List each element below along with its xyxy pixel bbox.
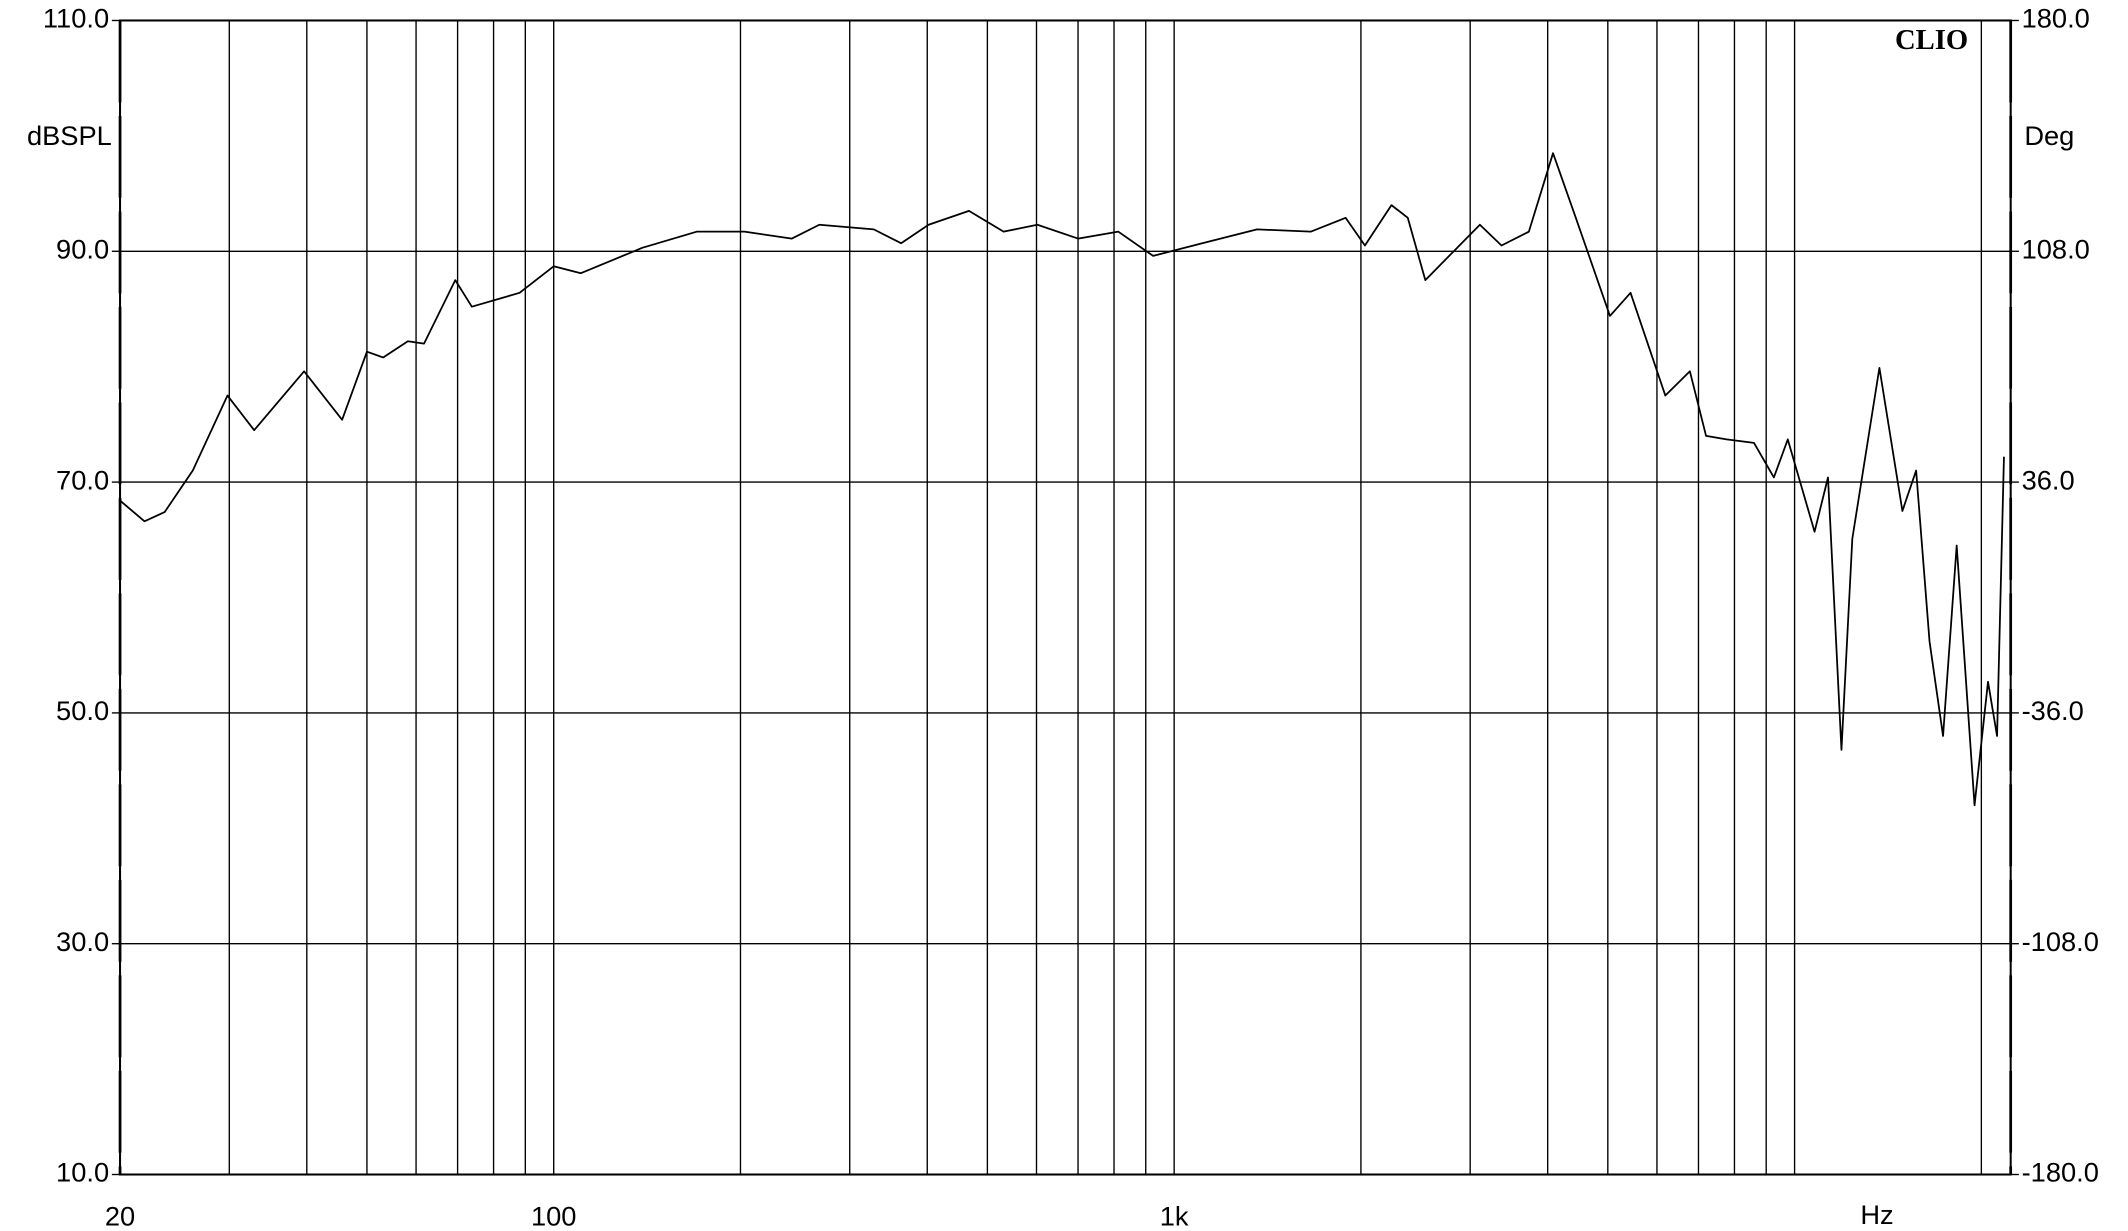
annotation: CLIO — [1895, 24, 1968, 56]
x-axis-label: Hz — [1860, 1199, 1893, 1230]
x-tick-label: 1k — [1160, 1200, 1189, 1231]
y-tick-label: 110.0 — [43, 3, 109, 34]
y-tick-label: 50.0 — [56, 695, 109, 726]
y2-tick-label: 36.0 — [2022, 464, 2075, 495]
y-tick-label: 30.0 — [56, 926, 109, 957]
response-line — [119, 152, 2005, 807]
x-tick-label: 20 — [105, 1200, 135, 1231]
y-axis-label: dBSPL — [27, 120, 112, 151]
x-tick-label: 100 — [531, 1200, 577, 1231]
y2-tick-label: -180.0 — [2022, 1157, 2099, 1188]
y2-tick-label: -108.0 — [2022, 926, 2099, 957]
y-tick-label: 10.0 — [56, 1157, 109, 1188]
y2-tick-label: -36.0 — [2022, 695, 2084, 726]
y2-tick-label: 108.0 — [2022, 233, 2090, 264]
y2-tick-label: 180.0 — [2022, 3, 2090, 34]
y-tick-label: 70.0 — [56, 464, 109, 495]
y2-axis-label: Deg — [2024, 120, 2074, 151]
y-tick-label: 90.0 — [56, 233, 109, 264]
